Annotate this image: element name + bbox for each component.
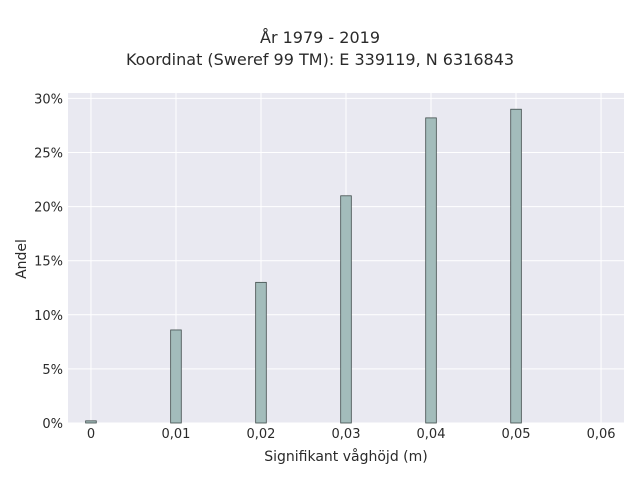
- x-tick-labels: 0 0,01 0,02 0,03 0,04 0,05 0,06: [87, 427, 616, 442]
- x-tick-label: 0: [87, 427, 95, 442]
- x-tick-label: 0,06: [587, 427, 616, 442]
- y-tick-label: 25%: [34, 147, 63, 162]
- x-tick-label: 0,02: [247, 427, 276, 442]
- y-tick-label: 0%: [42, 417, 63, 432]
- bar: [425, 117, 437, 424]
- x-tick-label: 0,03: [332, 427, 361, 442]
- x-tick-label: 0,04: [417, 427, 446, 442]
- bar: [170, 329, 182, 424]
- chart-subtitle: Koordinat (Sweref 99 TM): E 339119, N 63…: [125, 50, 515, 69]
- bar: [255, 281, 267, 424]
- bar: [340, 195, 352, 424]
- x-tick-label: 0,05: [502, 427, 531, 442]
- y-tick-label: 20%: [34, 201, 63, 216]
- chart-title: År 1979 - 2019: [260, 28, 380, 47]
- y-tick-label: 10%: [34, 309, 63, 324]
- bars: [85, 108, 522, 424]
- x-axis-label: Signifikant våghöjd (m): [264, 448, 427, 465]
- x-tick-label: 0,01: [161, 427, 190, 442]
- bar: [85, 420, 97, 424]
- y-tick-label: 30%: [34, 92, 63, 107]
- y-axis-label: Andel: [14, 239, 30, 279]
- y-tick-labels: 0% 5% 10% 15% 20% 25% 30%: [34, 92, 63, 432]
- bar: [510, 108, 522, 424]
- y-tick-label: 5%: [42, 363, 63, 378]
- y-tick-label: 15%: [34, 255, 63, 270]
